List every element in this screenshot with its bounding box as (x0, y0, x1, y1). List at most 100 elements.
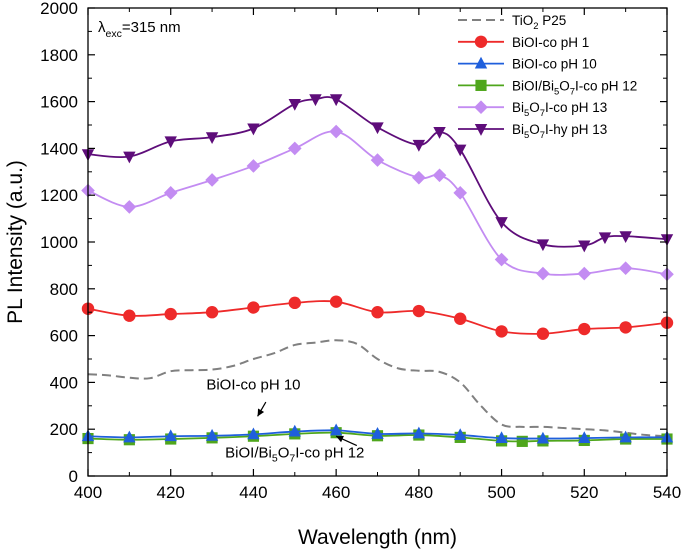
legend-label: TiO2 P25 (512, 13, 566, 32)
label-text: I-co pH 12 (575, 78, 637, 93)
data-point-530 (618, 261, 633, 276)
data-point-530 (619, 430, 632, 443)
legend-swatch-marker (474, 124, 488, 136)
data-point-440 (246, 159, 261, 173)
data-point-460 (329, 295, 343, 308)
x-tick-label: 460 (322, 483, 350, 502)
data-point-510 (536, 239, 550, 252)
data-point-530 (619, 231, 632, 243)
annotation-arrow-head (257, 408, 265, 417)
annotation-1: BiOI/Bi5O7I-co pH 12 (225, 435, 364, 464)
label-text: Bi (512, 100, 524, 115)
y-tick-label: 200 (50, 420, 78, 439)
data-point-490 (454, 428, 467, 441)
legend-label: BiOI-co pH 1 (512, 35, 589, 50)
data-point-420 (164, 307, 177, 321)
y-tick-label: 2000 (40, 0, 78, 18)
y-tick-label: 1800 (40, 46, 78, 65)
excitation-label: λexc=315 nm (98, 19, 181, 40)
data-point-500 (495, 431, 508, 444)
data-point-480 (412, 304, 426, 318)
data-point-420 (163, 186, 178, 200)
data-point-450 (288, 296, 301, 310)
legend-entry: BiOI/Bi5O7I-co pH 12 (458, 78, 637, 97)
legend-label: Bi5O7I-hy pH 13 (512, 122, 607, 141)
data-point-490 (454, 144, 467, 157)
legend-entry: Bi5O7I-hy pH 13 (458, 122, 607, 141)
data-point-440 (247, 301, 260, 314)
series-line (87, 130, 668, 276)
x-tick-label: 440 (239, 483, 267, 502)
data-point-470 (371, 306, 384, 319)
legend-swatch-marker (474, 100, 488, 115)
y-tick-label: 0 (69, 467, 78, 486)
x-tick-label: 480 (405, 483, 433, 502)
data-point-450 (288, 98, 301, 111)
y-tick-label: 800 (50, 280, 78, 299)
y-axis-title: PL Intensity (a.u.) (4, 160, 27, 324)
series-bioi-co-ph-1 (81, 295, 674, 340)
y-tick-label: 600 (50, 327, 78, 346)
label-text: I-co pH 13 (545, 100, 607, 115)
data-point-440 (247, 427, 260, 440)
y-tick-label: 1200 (40, 186, 78, 205)
label-text: O (278, 444, 290, 461)
data-point-490 (453, 186, 468, 200)
subscript-text: exc (106, 28, 122, 40)
legend-swatch-marker (474, 56, 488, 69)
data-point-500 (494, 252, 509, 267)
series-bi5o7i-hy-ph-13 (81, 94, 674, 253)
data-point-520 (578, 240, 591, 253)
y-tick-label: 400 (50, 373, 78, 392)
legend-swatch-marker (474, 35, 488, 48)
legend-label: BiOI/Bi5O7I-co pH 12 (512, 78, 637, 97)
data-point-470 (370, 153, 385, 167)
y-tick-label: 1600 (40, 93, 78, 112)
series-line (87, 431, 668, 443)
data-point-430 (205, 428, 219, 441)
label-text: O (559, 78, 570, 93)
data-point-510 (536, 327, 550, 340)
label-text: P25 (539, 13, 567, 28)
label-text: TiO (512, 13, 533, 28)
subscript-text: 5 (524, 108, 529, 119)
label-text: Bi (512, 122, 524, 137)
legend-label: Bi5O7I-co pH 13 (512, 100, 607, 119)
label-text: O (529, 122, 540, 137)
data-point-430 (205, 306, 219, 319)
label-text: BiOI/Bi (512, 78, 554, 93)
subscript-text: 7 (289, 452, 295, 464)
legend-entry: BiOI-co pH 10 (458, 57, 597, 72)
data-point-480 (412, 426, 426, 439)
x-axis-title: Wavelength (nm) (298, 526, 457, 549)
data-point-460 (329, 423, 343, 436)
data-point-470 (371, 122, 384, 135)
legend-label: BiOI-co pH 10 (512, 57, 597, 72)
legend-entry: BiOI-co pH 1 (458, 35, 589, 50)
y-tick-label: 1000 (40, 233, 78, 252)
legend-swatch-marker (475, 79, 487, 91)
label-text: BiOI/Bi (225, 444, 272, 461)
data-point-485 (432, 168, 447, 183)
data-point-480 (412, 170, 426, 185)
series-tio2-p25 (87, 339, 668, 438)
label-text: I-co pH 12 (295, 444, 364, 461)
series-line (87, 339, 668, 438)
data-point-450 (288, 424, 301, 437)
legend-entry: TiO2 P25 (458, 13, 566, 32)
y-tick-label: 1400 (40, 139, 78, 158)
legend-entry: Bi5O7I-co pH 13 (458, 100, 607, 119)
data-point-420 (164, 136, 177, 149)
x-tick-label: 400 (74, 483, 102, 502)
subscript-text: 7 (540, 130, 545, 141)
data-point-440 (247, 123, 260, 136)
annotation-0: BiOI-co pH 10 (206, 376, 301, 417)
data-point-500 (495, 325, 508, 338)
annotation-arrow-head (336, 435, 344, 443)
annotation-text: BiOI/Bi5O7I-co pH 12 (225, 444, 364, 464)
label-text: BiOI-co pH 10 (512, 57, 597, 72)
data-point-505 (516, 435, 528, 447)
data-point-530 (619, 321, 632, 334)
